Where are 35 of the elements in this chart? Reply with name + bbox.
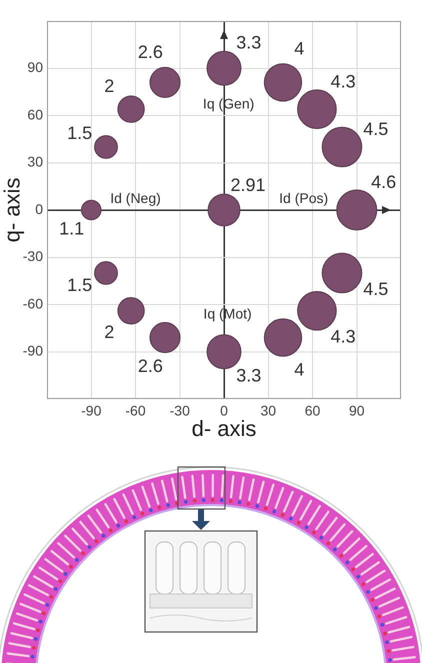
data-label: 4.6: [371, 172, 396, 192]
y-axis-title: q- axis: [0, 178, 24, 242]
data-label: 4.5: [363, 119, 388, 140]
data-label: 2.6: [138, 356, 163, 376]
data-label: 4.3: [330, 326, 356, 346]
y-tick-label: -90: [22, 342, 44, 359]
data-label: 4: [294, 359, 304, 380]
x-tick-label: 90: [348, 402, 365, 418]
data-label: 4.5: [363, 278, 388, 299]
data-label: 2.91: [230, 174, 266, 195]
x-axis-title: d- axis: [192, 416, 256, 441]
x-tick-label: 60: [304, 402, 320, 418]
data-label: 3.3: [236, 365, 262, 386]
x-tick-label: 0: [220, 402, 228, 418]
data-label: 2.6: [138, 42, 163, 62]
y-tick-label: 60: [27, 106, 44, 122]
annotation: Id (Neg): [110, 190, 161, 206]
y-tick-label: -30: [22, 248, 44, 264]
x-tick-label: -30: [170, 402, 190, 418]
data-label: 4: [294, 38, 304, 59]
data-label: 4.3: [330, 72, 356, 92]
data-label: 2: [104, 76, 114, 96]
data-label: 1.5: [67, 122, 92, 143]
x-tick-label: -90: [81, 402, 102, 418]
y-tick-label: 90: [27, 59, 44, 76]
data-label: 3.3: [236, 32, 262, 53]
y-tick-label: 30: [27, 154, 44, 170]
x-tick-label: 30: [260, 402, 276, 418]
y-tick-label: 0: [35, 200, 44, 217]
annotation: Id (Pos): [279, 190, 328, 206]
data-label: 2: [104, 322, 114, 342]
data-label: 1.1: [59, 218, 84, 239]
x-tick-label: -60: [125, 402, 146, 418]
y-tick-label: -60: [22, 295, 44, 312]
data-label: 1.5: [67, 275, 92, 296]
